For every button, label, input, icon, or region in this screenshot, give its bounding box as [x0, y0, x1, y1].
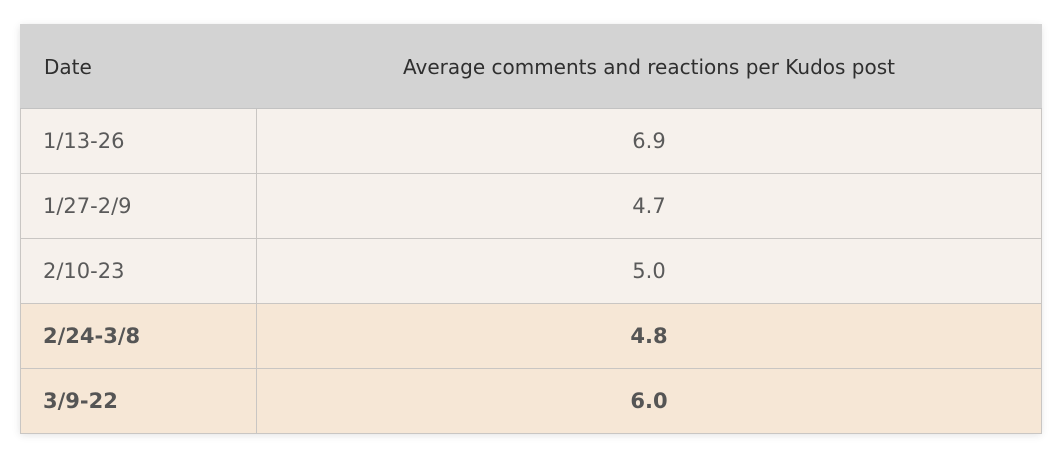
date-cell: 1/27-2/9 — [20, 173, 257, 239]
date-cell: 3/9-22 — [20, 368, 257, 434]
value-cell: 6.0 — [256, 368, 1042, 434]
value-cell: 4.8 — [256, 303, 1042, 369]
value-cell: 5.0 — [256, 238, 1042, 304]
table-row: 1/13-26 6.9 — [20, 108, 1042, 174]
date-cell: 2/24-3/8 — [20, 303, 257, 369]
data-table-card: Date Average comments and reactions per … — [20, 24, 1042, 434]
table-row-highlighted: 3/9-22 6.0 — [20, 368, 1042, 434]
table-row-highlighted: 2/24-3/8 4.8 — [20, 303, 1042, 369]
kudos-engagement-table: Date Average comments and reactions per … — [20, 24, 1042, 434]
value-cell: 6.9 — [256, 108, 1042, 174]
date-cell: 1/13-26 — [20, 108, 257, 174]
table-header-row: Date Average comments and reactions per … — [20, 24, 1042, 109]
value-cell: 4.7 — [256, 173, 1042, 239]
column-header-average: Average comments and reactions per Kudos… — [256, 24, 1042, 109]
column-header-date: Date — [20, 24, 257, 109]
table-row: 1/27-2/9 4.7 — [20, 173, 1042, 239]
date-cell: 2/10-23 — [20, 238, 257, 304]
table-row: 2/10-23 5.0 — [20, 238, 1042, 304]
